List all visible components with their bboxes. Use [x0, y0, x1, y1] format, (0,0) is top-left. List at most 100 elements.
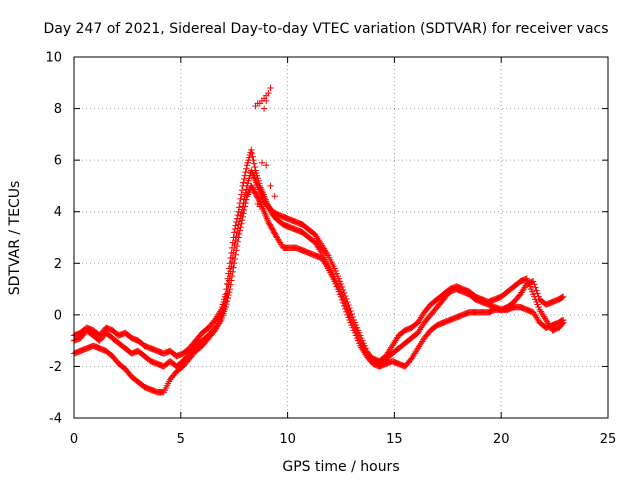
data-point-track-c [224, 275, 231, 282]
y-tick-label: 8 [54, 102, 62, 117]
data-point-track-b [230, 264, 237, 271]
data-point-track-c [559, 320, 566, 327]
x-tick-label: 0 [70, 432, 78, 447]
data-point-track-b [240, 210, 247, 217]
data-point-track-a [530, 278, 537, 285]
data-point-track-b [233, 242, 241, 250]
data-point-track-b [229, 268, 236, 276]
chart-title: Day 247 of 2021, Sidereal Day-to-day VTE… [43, 21, 608, 37]
x-tick-label: 15 [386, 432, 403, 447]
data-point-track-b [234, 238, 241, 245]
data-point-track-c [240, 175, 248, 183]
data-point-track-b [224, 294, 231, 302]
data-point-track-b [228, 272, 236, 280]
data-point-track-b [237, 223, 244, 231]
data-point-track-c [241, 172, 249, 179]
data-point-track-b [231, 255, 239, 263]
data-points [70, 84, 567, 396]
data-point-track-a [534, 290, 541, 297]
y-tick-label: 6 [54, 154, 62, 169]
data-point-track-c [223, 285, 230, 293]
data-point-track-c [242, 168, 249, 176]
data-point-track-b [240, 206, 248, 214]
data-point-track-c [232, 222, 239, 229]
data-point-track-c [339, 294, 347, 301]
data-point-track-c [237, 195, 244, 203]
x-axis-label: GPS time / hours [282, 459, 399, 475]
axis-ticks [73, 56, 609, 419]
data-point-track-a [533, 287, 540, 294]
data-point-track-b [238, 220, 245, 227]
data-point-track-b [226, 288, 233, 296]
data-point-track-c [249, 153, 256, 160]
data-point-track-c [342, 300, 349, 307]
data-point-track-b [232, 251, 239, 258]
data-point-track-c [233, 215, 241, 222]
data-point-track-a [531, 281, 538, 288]
data-point-track-c [248, 150, 256, 157]
data-point-track-c [227, 254, 234, 262]
data-point-track-c [248, 146, 255, 154]
data-point-track-a [559, 293, 567, 301]
data-point-track-c [235, 208, 242, 215]
data-point-track-b [255, 196, 263, 204]
data-point-isolated-mid [271, 193, 278, 200]
data-point-track-c [225, 270, 232, 277]
data-point-track-b [228, 277, 235, 284]
data-point-track-b [236, 227, 244, 234]
y-tick-labels: -4 -2 0 2 4 6 8 10 [45, 51, 62, 427]
data-point-track-c [239, 182, 246, 190]
x-tick-label: 5 [177, 432, 185, 447]
data-point-track-c [240, 179, 247, 186]
data-point-track-c [226, 260, 234, 267]
data-point-track-c [226, 265, 233, 272]
data-point-track-c [235, 204, 243, 211]
data-point-track-a [337, 280, 345, 288]
plot-frame [73, 56, 609, 419]
data-point-track-c [238, 191, 245, 198]
data-point-track-c [228, 249, 235, 257]
y-axis-label: SDTVAR / TECUs [7, 181, 23, 296]
data-point-track-a [532, 284, 539, 291]
data-point-track-c [250, 160, 258, 167]
data-point-track-b [239, 213, 246, 221]
data-point-isolated-high [260, 105, 268, 112]
y-tick-label: 0 [54, 308, 62, 323]
data-point-isolated-high [267, 84, 274, 92]
data-point-track-b [241, 203, 249, 210]
y-tick-label: 4 [54, 205, 62, 220]
data-point-track-c [233, 218, 240, 226]
data-point-isolated-high [263, 97, 270, 105]
data-point-isolated-mid [267, 182, 274, 190]
data-point-track-b [243, 196, 250, 203]
x-tick-labels: 0 5 10 15 20 25 [70, 432, 616, 447]
data-point-track-c [223, 280, 231, 288]
data-point-track-c [338, 291, 346, 298]
data-point-track-c [250, 156, 257, 164]
x-tick-label: 10 [279, 432, 296, 447]
data-point-track-c [559, 319, 567, 326]
data-point-track-c [230, 234, 237, 241]
x-tick-label: 25 [600, 432, 617, 447]
data-point-track-c [251, 163, 259, 171]
data-point-isolated-mid [258, 159, 266, 166]
y-tick-label: 10 [45, 51, 62, 66]
data-point-isolated-high [265, 89, 272, 97]
data-point-track-c [231, 225, 239, 233]
data-point-isolated-mid [256, 203, 264, 210]
x-tick-label: 20 [493, 432, 510, 447]
data-point-track-c [236, 199, 244, 207]
data-point-track-b [225, 291, 232, 299]
data-point-track-c [341, 297, 348, 304]
data-point-isolated-mid [263, 162, 270, 169]
data-point-track-c [229, 239, 236, 246]
data-point-track-c [234, 211, 241, 219]
y-tick-label: -2 [49, 360, 62, 375]
data-point-track-b [233, 247, 240, 254]
data-point-track-c [243, 165, 250, 172]
data-point-track-b [227, 281, 234, 288]
data-point-track-b [242, 199, 249, 207]
y-tick-label: -4 [49, 412, 62, 427]
y-tick-label: 2 [54, 257, 62, 272]
